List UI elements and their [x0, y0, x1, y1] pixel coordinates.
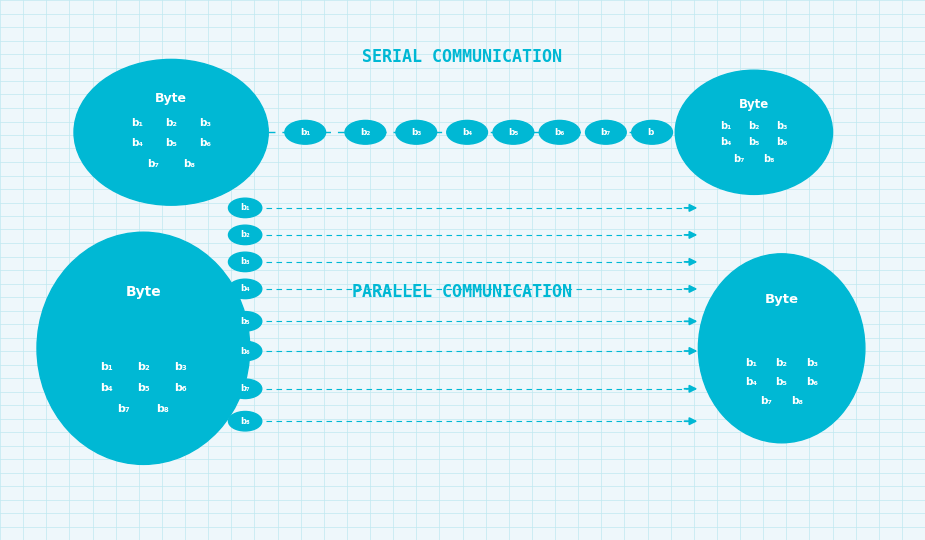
Circle shape: [228, 279, 262, 299]
Text: b₈: b₈: [183, 159, 194, 168]
Text: b₄: b₄: [131, 138, 142, 148]
Text: PARALLEL COMMUNICATION: PARALLEL COMMUNICATION: [352, 282, 573, 301]
Text: b₂: b₂: [748, 121, 759, 131]
Circle shape: [632, 120, 672, 144]
Text: b₄: b₄: [721, 137, 732, 147]
Circle shape: [447, 120, 487, 144]
Text: b₁: b₁: [100, 362, 113, 372]
Text: b₅: b₅: [166, 138, 177, 148]
Circle shape: [396, 120, 437, 144]
Ellipse shape: [675, 70, 832, 194]
Text: Byte: Byte: [155, 92, 187, 105]
Text: b₅: b₅: [776, 377, 787, 387]
Text: b₂: b₂: [360, 128, 371, 137]
Text: b₂: b₂: [240, 231, 250, 239]
Text: b₇: b₇: [600, 128, 611, 137]
Circle shape: [228, 341, 262, 361]
Text: b₆: b₆: [240, 347, 250, 355]
Text: b₃: b₃: [776, 121, 787, 131]
Circle shape: [228, 252, 262, 272]
Circle shape: [228, 379, 262, 399]
Text: b₇: b₇: [734, 154, 745, 164]
Circle shape: [539, 120, 580, 144]
Circle shape: [228, 312, 262, 331]
Text: b₂: b₂: [166, 118, 177, 127]
Text: b₅: b₅: [240, 317, 250, 326]
Text: b₆: b₆: [200, 138, 211, 148]
Ellipse shape: [74, 59, 268, 205]
Text: b₆: b₆: [174, 383, 187, 393]
Text: Byte: Byte: [126, 285, 161, 299]
Text: b₈: b₈: [647, 128, 658, 137]
Text: b₄: b₄: [462, 128, 473, 137]
Text: b₆: b₆: [807, 377, 818, 387]
Text: b₆: b₆: [776, 137, 787, 147]
Text: b₁: b₁: [300, 128, 311, 137]
Text: b₄: b₄: [240, 285, 250, 293]
Text: b₃: b₃: [240, 258, 250, 266]
Ellipse shape: [698, 254, 865, 443]
Circle shape: [228, 225, 262, 245]
Ellipse shape: [37, 232, 250, 464]
Text: SERIAL COMMUNICATION: SERIAL COMMUNICATION: [363, 48, 562, 66]
Text: Byte: Byte: [739, 98, 769, 111]
Text: b₁: b₁: [746, 359, 757, 368]
Circle shape: [285, 120, 326, 144]
Circle shape: [345, 120, 386, 144]
Circle shape: [228, 198, 262, 218]
Circle shape: [493, 120, 534, 144]
Text: b₂: b₂: [776, 359, 787, 368]
Text: b₆: b₆: [554, 128, 565, 137]
Circle shape: [228, 411, 262, 431]
Text: b₇: b₇: [760, 396, 771, 406]
Text: b₅: b₅: [508, 128, 519, 137]
Text: b₄: b₄: [100, 383, 113, 393]
Text: b₈: b₈: [792, 396, 803, 406]
Text: b₈: b₈: [763, 154, 774, 164]
Text: b₇: b₇: [148, 159, 159, 168]
Text: b₄: b₄: [746, 377, 757, 387]
Text: b₅: b₅: [137, 383, 150, 393]
Text: b₅: b₅: [748, 137, 759, 147]
Circle shape: [586, 120, 626, 144]
Text: b₁: b₁: [721, 121, 732, 131]
Text: b₃: b₃: [806, 359, 819, 368]
Text: b₁: b₁: [131, 118, 142, 127]
Text: b₁: b₁: [240, 204, 250, 212]
Text: b₈: b₈: [156, 404, 169, 414]
Text: b₇: b₇: [240, 384, 250, 393]
Text: b₈: b₈: [240, 417, 250, 426]
Text: b₂: b₂: [137, 362, 150, 372]
Text: b₃: b₃: [174, 362, 187, 372]
Text: Byte: Byte: [765, 293, 798, 306]
Text: b₇: b₇: [117, 404, 130, 414]
Text: b₃: b₃: [199, 118, 212, 127]
Text: b₃: b₃: [411, 128, 422, 137]
